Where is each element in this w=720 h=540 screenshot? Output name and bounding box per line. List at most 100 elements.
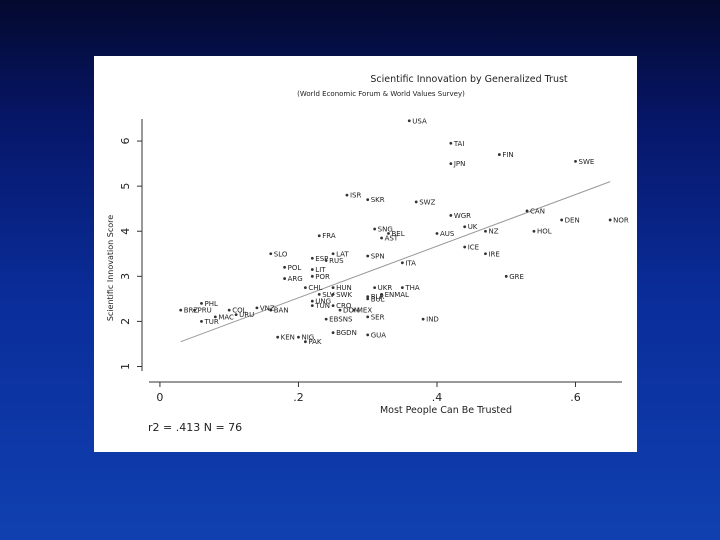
x-tick-label: 0 [156,391,163,404]
scatter-chart: Scientific Innovation by Generalized Tru… [106,74,629,434]
data-point [317,234,321,238]
x-tick-label: .4 [432,391,443,404]
data-point [414,200,418,204]
y-axis-label: Scientific Innovation Score [106,215,115,321]
data-point [387,232,390,235]
data-point [345,193,349,197]
data-point [400,286,404,289]
point-label: CRO [336,302,352,310]
point-label: POR [315,273,330,281]
y-tick-label: 1 [119,363,132,370]
point-label: CHL [308,284,322,292]
data-point [255,306,259,310]
data-point [380,292,383,296]
data-point [193,308,196,312]
point-label: UK [468,223,478,231]
data-point [213,315,217,319]
data-point [200,301,203,305]
point-label: NZ [488,228,498,236]
data-point [276,335,280,339]
x-axis-label: Most People Can Be Trusted [380,405,512,416]
point-label: BLR [371,293,385,301]
data-point [484,252,487,256]
data-point [338,308,342,312]
point-label: SKR [371,196,385,204]
data-point [525,209,529,213]
data-point [366,295,370,299]
y-tick-label: 3 [119,273,132,280]
data-point [373,286,377,289]
point-label: ICE [468,244,479,252]
point-label: BRZ [184,307,199,315]
chart-frame: Scientific Innovation by Generalized Tru… [94,56,637,452]
data-point [449,141,453,145]
point-label: JPN [453,160,466,168]
data-point [532,229,536,233]
point-label: AST [385,234,399,242]
point-label: CAN [530,207,545,215]
point-label: DOM [343,307,360,315]
data-point [331,286,335,289]
data-point [331,331,335,335]
point-label: SLV [322,291,335,299]
point-label: NIG [301,334,314,342]
point-label: WGR [454,212,471,220]
data-point [310,274,314,278]
point-label: BEL [392,230,405,238]
y-tick-label: 6 [119,138,132,145]
point-label: IRE [488,250,499,258]
data-point [497,153,501,156]
data-point [449,162,453,165]
point-label: TAI [453,140,465,148]
data-point [400,261,404,265]
data-point [269,308,273,312]
point-label: BAN [274,307,289,315]
point-label: ESP [315,255,328,263]
point-label: DEN [565,216,580,224]
point-label: BGDN [336,329,357,337]
data-point [303,286,307,289]
trend-line [180,181,611,343]
point-label: MAC [218,313,234,321]
axis-ticks: 0 .2 .4 .6 1 2 3 4 5 6 [119,138,581,404]
data-points: USA TAI FIN JPN SWE ISR SKR SWZ CAN WGR DEN NOR UK NZ… [179,117,629,346]
data-point [484,229,487,233]
data-point [366,198,370,202]
point-label: POL [288,264,302,272]
data-point [366,315,370,319]
data-point [352,308,356,312]
point-label: LIT [315,266,326,274]
point-label: PHL [204,300,217,308]
data-point [310,256,314,260]
point-label: BUL [371,295,385,303]
data-point [283,265,287,269]
point-label: EBSNS [329,316,353,324]
point-label: TUR [203,318,218,326]
data-point [407,119,411,123]
x-tick-label: .6 [570,391,581,404]
point-label: AUS [440,230,455,238]
chart-subtitle: (World Economic Forum & World Values Sur… [297,90,465,98]
data-point [269,252,273,256]
point-label: TUN [314,302,330,310]
data-point [366,297,370,301]
point-label: SNG [378,225,393,233]
point-label: PAK [308,338,322,346]
point-label: GRE [509,273,524,281]
point-label: UKR [378,284,393,292]
chart-title: Scientific Innovation by Generalized Tru… [370,74,568,85]
data-point [560,218,564,222]
point-label: HUN [336,284,352,292]
data-point [310,268,314,271]
data-point [380,236,383,240]
data-point [297,335,300,339]
point-label: ITA [405,259,416,267]
point-label: SER [371,313,385,321]
data-point [449,214,453,217]
point-label: LAT [336,250,349,258]
point-label: SWE [579,158,595,166]
point-label: GUA [371,331,387,339]
point-label: IND [426,316,439,324]
data-point [463,225,467,229]
